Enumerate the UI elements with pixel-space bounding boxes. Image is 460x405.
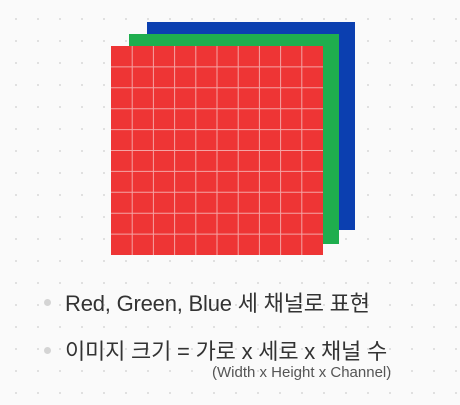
bullet-item-image-size: 이미지 크기 = 가로 x 세로 x 채널 수 <box>44 334 387 366</box>
bullet-text-rgb: Red, Green, Blue 세 채널로 표현 <box>65 291 370 316</box>
bullet-dot-icon <box>44 346 51 354</box>
red-channel-pixel-grid <box>111 46 323 255</box>
dimension-note: (Width x Height x Channel) <box>212 364 392 381</box>
bullet-text-image-size: 이미지 크기 = 가로 x 세로 x 채널 수 <box>65 339 388 364</box>
bullet-item-rgb: Red, Green, Blue 세 채널로 표현 <box>44 286 370 318</box>
bullet-dot-icon <box>44 298 51 306</box>
rgb-channel-diagram <box>111 22 355 255</box>
